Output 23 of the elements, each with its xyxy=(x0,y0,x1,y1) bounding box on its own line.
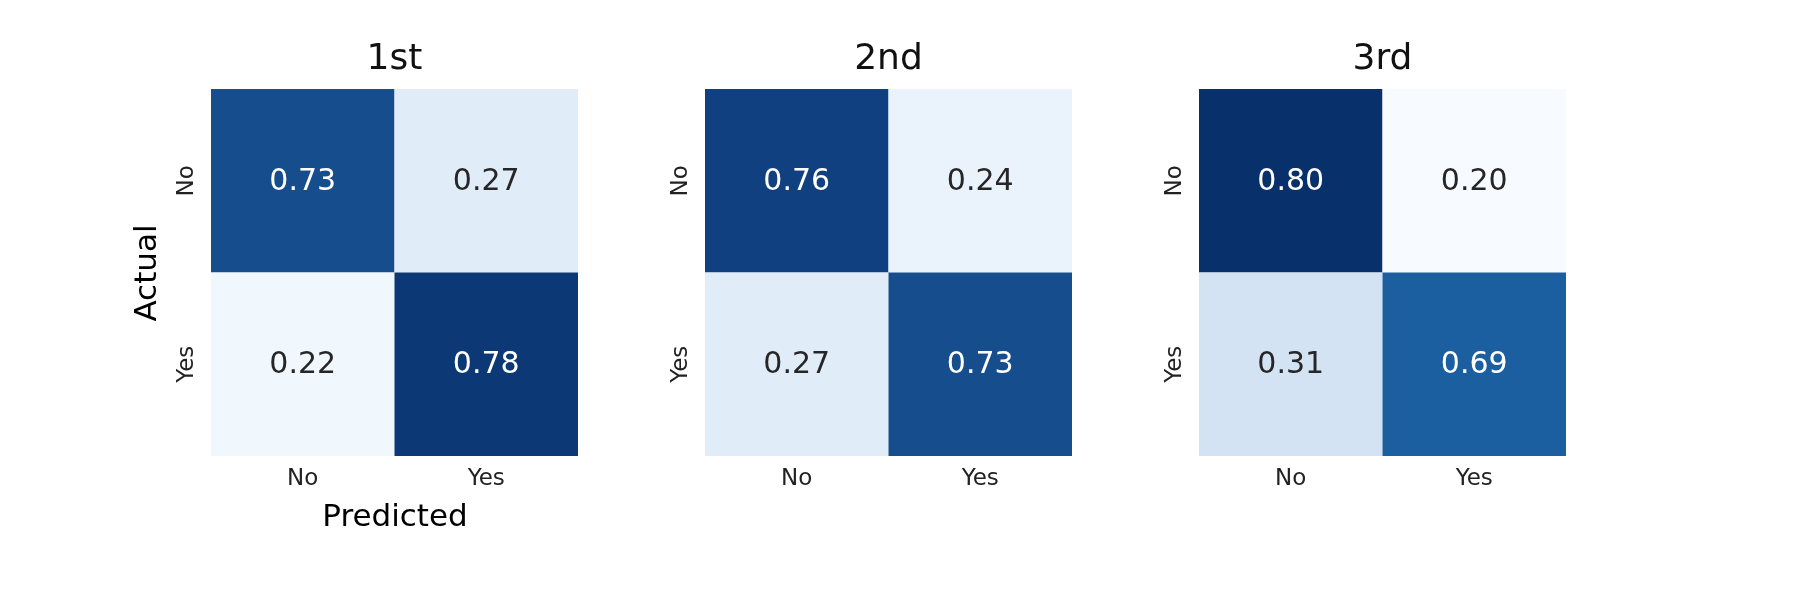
data-label: 0.76 xyxy=(763,161,831,197)
y-axis-title: Actual xyxy=(126,224,163,322)
x-tick-label: Yes xyxy=(1454,463,1493,490)
x-axis-title: Predicted xyxy=(322,496,468,533)
data-label: 0.31 xyxy=(1257,345,1325,381)
data-label: 0.78 xyxy=(452,345,520,381)
chart-title: 1st xyxy=(366,36,423,77)
data-label: 0.22 xyxy=(269,345,337,381)
data-label: 0.27 xyxy=(452,161,520,197)
data-label: 0.80 xyxy=(1257,161,1325,197)
x-tick-label: Yes xyxy=(466,463,505,490)
x-tick-label: No xyxy=(1275,463,1307,490)
data-label: 0.73 xyxy=(269,161,337,197)
data-label: 0.69 xyxy=(1440,345,1508,381)
chart-title: 2nd xyxy=(854,36,923,77)
data-label: 0.24 xyxy=(946,161,1014,197)
x-tick-label: No xyxy=(287,463,319,490)
chart-title: 3rd xyxy=(1352,36,1413,77)
data-label: 0.27 xyxy=(763,345,831,381)
data-label: 0.20 xyxy=(1440,161,1508,197)
data-label: 0.73 xyxy=(946,345,1014,381)
x-tick-label: No xyxy=(781,463,813,490)
x-tick-label: Yes xyxy=(960,463,999,490)
